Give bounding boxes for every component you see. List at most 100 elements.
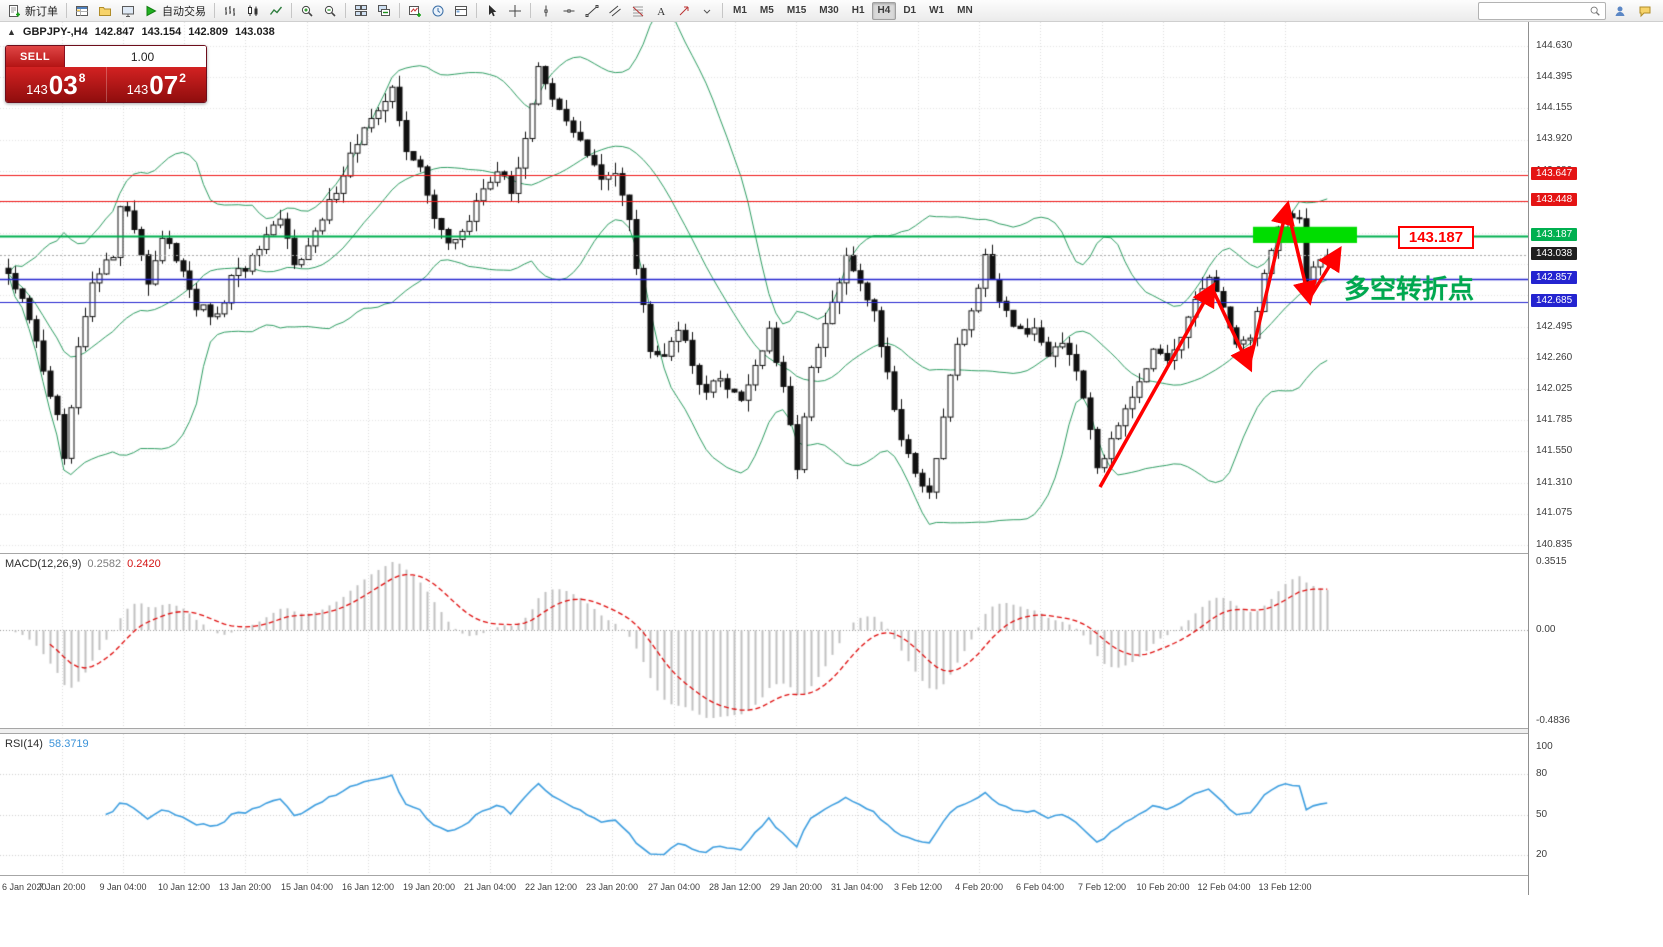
rsi-axis-label: 80 — [1536, 768, 1548, 779]
vertical-line-button[interactable] — [535, 1, 557, 21]
one-click-trade-panel: SELL ▲ ▼ BUY 143 03 8 143 07 2 — [5, 45, 207, 103]
rsi-axis-label: 20 — [1536, 849, 1548, 860]
time-tick-label: 13 Jan 20:00 — [218, 882, 272, 892]
cursor-icon — [489, 4, 497, 16]
timeframe-h4[interactable]: H4 — [871, 1, 897, 20]
price-level-badge: 142.857 — [1531, 271, 1578, 285]
cascade-windows-button[interactable] — [373, 1, 395, 21]
toolbar-separator — [476, 3, 477, 18]
symbol-period-label: GBPJPY-,H4 — [22, 26, 88, 38]
trendline-icon — [585, 4, 599, 17]
high-value: 143.154 — [141, 26, 182, 38]
panel-divider[interactable] — [0, 728, 1663, 729]
horizontal-line-button[interactable] — [558, 1, 580, 21]
channel-icon — [609, 5, 621, 16]
timeframe-d1[interactable]: D1 — [897, 2, 922, 20]
rsi-axis-label: 50 — [1536, 808, 1548, 820]
price-level-badge: 142.685 — [1531, 293, 1578, 307]
toolbar-separator — [399, 3, 400, 18]
line-chart-button[interactable] — [265, 1, 287, 21]
terminal-icon — [122, 5, 134, 17]
indicators-icon — [409, 5, 421, 17]
crosshair-button[interactable] — [504, 1, 526, 21]
rsi-header: RSI(14) 58.3719 — [5, 738, 89, 750]
toolbar-separator — [66, 3, 67, 18]
buy-price[interactable]: 143 07 2 — [105, 67, 207, 102]
candlestick-chart-icon — [248, 5, 258, 16]
timeframe-h1[interactable]: H1 — [846, 2, 871, 20]
market-watch-button[interactable] — [71, 1, 93, 21]
panel-resize-grip[interactable] — [0, 729, 1663, 733]
cycles-button[interactable] — [427, 1, 449, 21]
fibonacci-button[interactable] — [627, 1, 649, 21]
sell-price-big: 03 — [48, 69, 78, 100]
time-tick-label: 23 Jan 20:00 — [585, 882, 639, 892]
zoom-out-button[interactable] — [319, 1, 341, 21]
rsi-panel-canvas[interactable] — [0, 734, 1528, 875]
toolbar-separator — [345, 3, 346, 18]
autotrading-button[interactable]: 自动交易 — [140, 1, 210, 21]
timeframe-m30[interactable]: M30 — [813, 2, 844, 20]
channel-button[interactable] — [604, 1, 626, 21]
time-tick-label: 9 Jan 04:00 — [99, 882, 147, 892]
time-tick-label: 29 Jan 20:00 — [769, 882, 823, 892]
price-chart-canvas[interactable] — [0, 22, 1528, 553]
arrows-button[interactable] — [673, 1, 695, 21]
tile-windows-button[interactable] — [350, 1, 372, 21]
vertical-line-icon — [544, 5, 548, 16]
close-value: 143.038 — [235, 26, 275, 38]
search-input[interactable] — [1483, 4, 1586, 17]
toolbar-right-group — [1478, 1, 1660, 21]
chat-button[interactable] — [1634, 1, 1656, 21]
timeframe-m1[interactable]: M1 — [727, 2, 753, 20]
ohlc-header: ▲ GBPJPY-,H4 142.847 143.154 142.809 143… — [7, 26, 275, 38]
candlestick-chart-button[interactable] — [242, 1, 264, 21]
templates-icon — [455, 5, 467, 16]
price-tick-label: 140.835 — [1536, 539, 1573, 550]
price-tick-label: 144.630 — [1536, 40, 1573, 51]
price-level-badge: 143.647 — [1531, 167, 1578, 181]
sell-price-sup: 8 — [78, 71, 86, 85]
text-button[interactable]: A — [650, 1, 672, 21]
one-click-collapse-icon[interactable]: ▲ — [7, 27, 16, 37]
search-icon — [1590, 6, 1600, 16]
templates-button[interactable] — [450, 1, 472, 21]
timeframe-m5[interactable]: M5 — [754, 2, 780, 20]
time-tick-label: 27 Jan 04:00 — [647, 882, 701, 892]
price-axis[interactable]: 144.630144.395144.155143.920143.680142.4… — [1528, 22, 1663, 895]
search-box[interactable] — [1478, 1, 1606, 20]
indicators-button[interactable] — [404, 1, 426, 21]
macd-axis-zero: 0.00 — [1536, 624, 1556, 636]
arrows-icon — [679, 6, 689, 15]
timeframe-mn[interactable]: MN — [951, 2, 979, 20]
zoom-out-icon — [324, 5, 336, 17]
cursor-button[interactable] — [481, 1, 503, 21]
macd-panel-canvas[interactable] — [0, 554, 1528, 728]
bars-chart-button[interactable] — [219, 1, 241, 21]
horizontal-line-icon — [563, 8, 575, 13]
zoom-in-button[interactable] — [296, 1, 318, 21]
sell-price[interactable]: 143 03 8 — [6, 67, 106, 102]
price-tick-label: 144.155 — [1536, 102, 1573, 114]
panel-divider[interactable] — [0, 733, 1663, 734]
panel-divider[interactable] — [0, 553, 1663, 554]
toolbar: 新订单 自动交易 — [0, 0, 1663, 22]
volume-input[interactable] — [65, 46, 206, 67]
sell-button[interactable]: SELL — [6, 46, 64, 67]
shapes-dropdown-button[interactable] — [696, 1, 718, 21]
time-tick-label: 10 Feb 20:00 — [1136, 882, 1190, 892]
timeframe-m15[interactable]: M15 — [781, 2, 812, 20]
price-tick-label: 141.785 — [1536, 414, 1573, 426]
timeframe-w1[interactable]: W1 — [923, 2, 950, 20]
autotrading-label: 自动交易 — [162, 5, 206, 18]
trendline-button[interactable] — [581, 1, 603, 21]
new-order-button[interactable]: 新订单 — [3, 1, 62, 21]
rsi-axis-label: 100 — [1536, 741, 1553, 752]
buy-price-big: 07 — [149, 69, 179, 100]
time-axis[interactable]: 6 Jan 2020 7 Jan 20:00 9 Jan 04:00 10 Jan 1… — [0, 878, 1528, 895]
terminal-button[interactable] — [117, 1, 139, 21]
community-button[interactable] — [1609, 1, 1631, 21]
navigator-button[interactable] — [94, 1, 116, 21]
chart-window: ▲ GBPJPY-,H4 142.847 143.154 142.809 143… — [0, 22, 1663, 895]
macd-signal-value: 0.2420 — [127, 558, 161, 570]
